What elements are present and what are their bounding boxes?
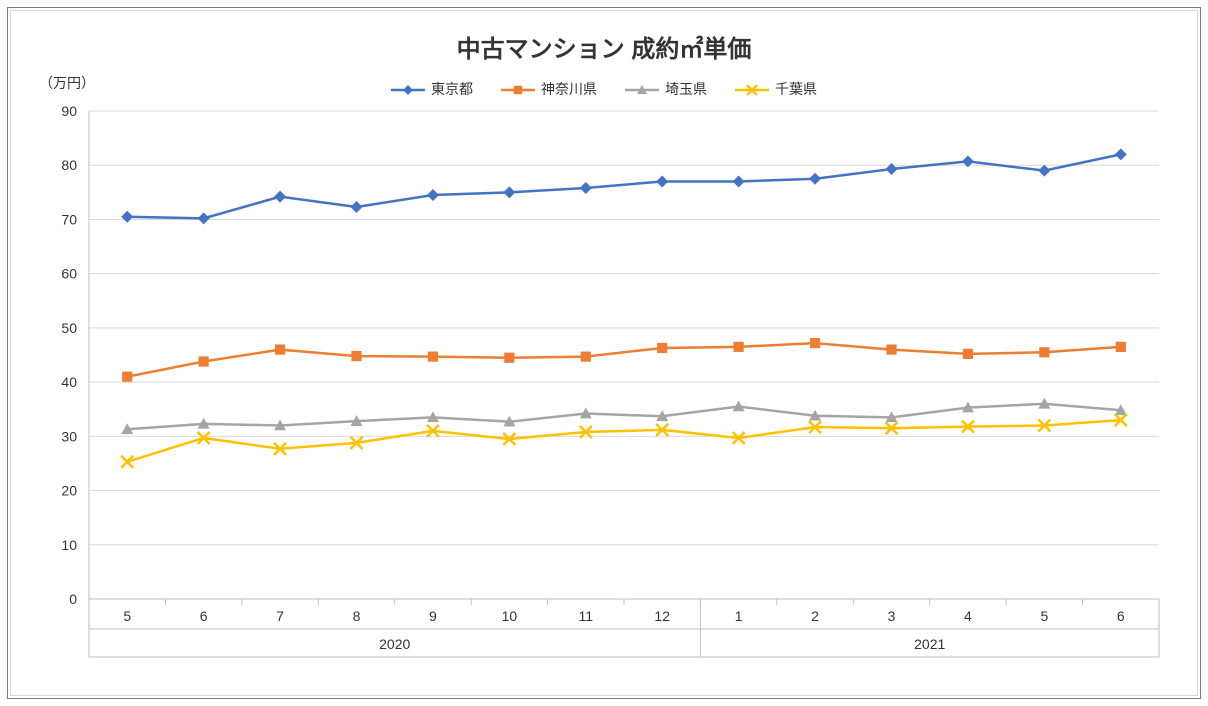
svg-text:9: 9 bbox=[429, 608, 437, 624]
svg-text:50: 50 bbox=[61, 320, 77, 336]
svg-text:40: 40 bbox=[61, 374, 77, 390]
line-chart: 0102030405060708090567891011121234562020… bbox=[11, 11, 1179, 677]
svg-text:10: 10 bbox=[61, 537, 77, 553]
svg-text:70: 70 bbox=[61, 211, 77, 227]
svg-text:3: 3 bbox=[888, 608, 896, 624]
svg-text:90: 90 bbox=[61, 103, 77, 119]
svg-text:8: 8 bbox=[353, 608, 361, 624]
svg-text:80: 80 bbox=[61, 157, 77, 173]
svg-text:2: 2 bbox=[811, 608, 819, 624]
svg-text:6: 6 bbox=[200, 608, 208, 624]
svg-text:7: 7 bbox=[276, 608, 284, 624]
svg-text:1: 1 bbox=[735, 608, 743, 624]
svg-text:20: 20 bbox=[61, 483, 77, 499]
svg-text:12: 12 bbox=[654, 608, 670, 624]
svg-text:0: 0 bbox=[69, 591, 77, 607]
svg-text:5: 5 bbox=[1040, 608, 1048, 624]
svg-text:4: 4 bbox=[964, 608, 972, 624]
svg-text:6: 6 bbox=[1117, 608, 1125, 624]
svg-text:30: 30 bbox=[61, 428, 77, 444]
svg-text:10: 10 bbox=[502, 608, 518, 624]
svg-text:2021: 2021 bbox=[914, 636, 945, 652]
svg-text:5: 5 bbox=[123, 608, 131, 624]
svg-text:60: 60 bbox=[61, 266, 77, 282]
svg-text:2020: 2020 bbox=[379, 636, 410, 652]
svg-text:11: 11 bbox=[579, 608, 594, 624]
